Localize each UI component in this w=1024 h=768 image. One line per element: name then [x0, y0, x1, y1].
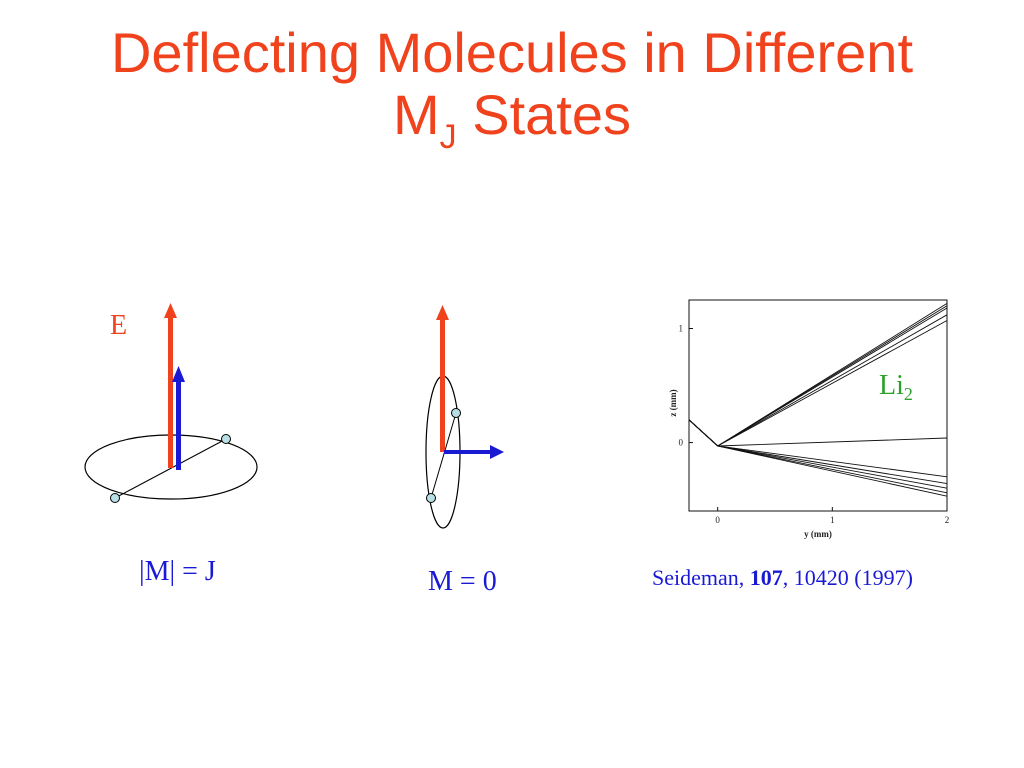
title-subscript-j: J — [439, 118, 457, 156]
y-tick-label: 0 — [679, 438, 684, 448]
plot-frame — [688, 299, 948, 512]
x-tick-label: 0 — [715, 515, 720, 525]
trajectory-line-11 — [688, 419, 948, 497]
electric-field-arrow-shaft — [168, 316, 173, 468]
diagram-m-equals-j — [84, 303, 258, 503]
atom-marker — [110, 493, 120, 503]
atom-marker — [221, 434, 231, 444]
angular-momentum-arrow-shaft — [444, 450, 492, 454]
electric-field-arrow-head — [164, 303, 177, 318]
electric-field-arrow-shaft — [440, 318, 445, 452]
title-states: States — [456, 83, 631, 146]
angular-momentum-arrow-head — [490, 445, 504, 459]
citation-rest: , 10420 (1997) — [782, 565, 913, 590]
title-line-1: Deflecting Molecules in Different — [110, 21, 914, 84]
m-equals-j-label: |M| = J — [139, 556, 216, 587]
angular-momentum-arrow-head — [172, 366, 185, 382]
molecular-axis — [114, 438, 227, 499]
citation-volume: 107 — [749, 565, 783, 590]
x-tick-label: 2 — [945, 515, 950, 525]
atom-marker — [451, 408, 461, 418]
citation: Seideman, 107, 10420 (1997) — [652, 565, 913, 591]
citation-author: Seideman, — [652, 565, 745, 590]
species-label: Li2 — [879, 370, 913, 404]
title-line-2: MJ States — [0, 83, 1024, 155]
electric-field-label: E — [110, 310, 128, 341]
plot-y-axis-label: z (mm) — [668, 389, 678, 416]
x-tick-label: 1 — [830, 515, 835, 525]
m-equals-zero-label: M = 0 — [428, 566, 497, 597]
y-tick-label: 1 — [679, 324, 684, 334]
atom-marker — [426, 493, 436, 503]
slide-title: Deflecting Molecules in Different MJ Sta… — [0, 21, 1024, 155]
angular-momentum-arrow-shaft — [176, 380, 181, 470]
species-name: Li — [879, 370, 904, 401]
molecular-axis — [430, 412, 457, 499]
diagram-m-equals-zero — [425, 305, 504, 529]
species-subscript: 2 — [903, 384, 913, 404]
plot-ticks: 0 1 2 1 0 — [679, 324, 950, 525]
plot-x-axis-label: y (mm) — [804, 529, 832, 539]
trajectory-plot: 0 1 2 1 0 y (mm) z (mm) — [668, 299, 950, 539]
electric-field-arrow-head — [436, 305, 449, 320]
trajectory-lines — [688, 303, 948, 497]
title-m: M — [393, 83, 440, 146]
